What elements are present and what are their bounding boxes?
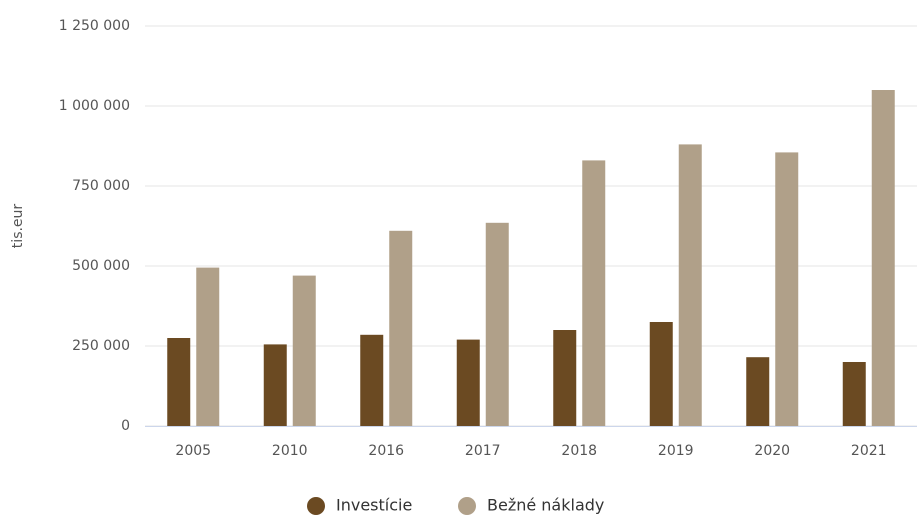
legend-marker: [458, 497, 476, 515]
x-tick-label: 2021: [851, 443, 887, 459]
y-tick-label: 750 000: [72, 178, 130, 194]
legend-marker: [307, 497, 325, 515]
x-tick-label: 2010: [272, 443, 308, 459]
y-tick-label: 1 000 000: [59, 98, 130, 114]
x-tick-label: 2019: [658, 443, 694, 459]
y-tick-label: 500 000: [72, 258, 130, 274]
bar: [746, 357, 770, 426]
bar: [360, 334, 384, 426]
y-tick-label: 250 000: [72, 338, 130, 354]
bar: [389, 230, 413, 426]
bar: [871, 90, 895, 426]
legend-label: Investície: [336, 496, 412, 515]
bar: [649, 322, 673, 426]
x-tick-label: 2020: [754, 443, 790, 459]
bar: [196, 267, 220, 426]
bar: [485, 222, 509, 426]
bar: [553, 330, 577, 426]
bar: [456, 339, 480, 426]
x-tick-label: 2005: [175, 443, 211, 459]
x-tick-label: 2017: [465, 443, 501, 459]
bar: [775, 152, 799, 426]
bar: [678, 144, 702, 426]
y-tick-label: 1 250 000: [59, 18, 130, 34]
x-tick-label: 2016: [368, 443, 404, 459]
bar: [263, 344, 287, 426]
bar: [167, 338, 191, 426]
y-axis-title: tis.eur: [10, 204, 26, 249]
x-tick-label: 2018: [561, 443, 597, 459]
bar: [292, 275, 316, 426]
legend-label: Bežné náklady: [487, 496, 604, 515]
y-tick-label: 0: [121, 418, 130, 434]
bar: [582, 160, 606, 426]
bar: [842, 362, 866, 426]
